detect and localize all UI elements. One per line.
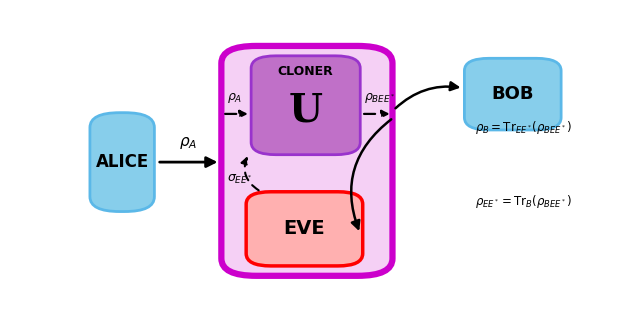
FancyBboxPatch shape [246, 192, 363, 266]
Text: EVE: EVE [284, 219, 325, 238]
FancyBboxPatch shape [251, 56, 360, 155]
Text: BOB: BOB [492, 85, 534, 103]
FancyBboxPatch shape [465, 58, 561, 130]
FancyBboxPatch shape [221, 46, 392, 276]
Text: $\rho_{BEE^*}$: $\rho_{BEE^*}$ [364, 91, 396, 105]
Text: $\rho_A$: $\rho_A$ [227, 91, 243, 105]
FancyArrowPatch shape [225, 111, 245, 117]
FancyArrowPatch shape [242, 158, 259, 190]
FancyArrowPatch shape [396, 82, 458, 108]
Text: CLONER: CLONER [278, 65, 333, 78]
FancyArrowPatch shape [159, 158, 214, 167]
Text: U: U [289, 91, 323, 129]
FancyArrowPatch shape [351, 119, 391, 229]
FancyArrowPatch shape [364, 111, 387, 117]
Text: $\rho_B = \mathrm{Tr}_{EE^*}(\rho_{BEE^*})$: $\rho_B = \mathrm{Tr}_{EE^*}(\rho_{BEE^*… [475, 119, 572, 136]
Text: $\sigma_{EE^*}$: $\sigma_{EE^*}$ [227, 173, 252, 186]
FancyBboxPatch shape [90, 113, 154, 212]
Text: ALICE: ALICE [95, 153, 148, 171]
Text: $\rho_A$: $\rho_A$ [179, 135, 197, 151]
Text: $\rho_{EE^*} = \mathrm{Tr}_B(\rho_{BEE^*})$: $\rho_{EE^*} = \mathrm{Tr}_B(\rho_{BEE^*… [475, 193, 572, 210]
